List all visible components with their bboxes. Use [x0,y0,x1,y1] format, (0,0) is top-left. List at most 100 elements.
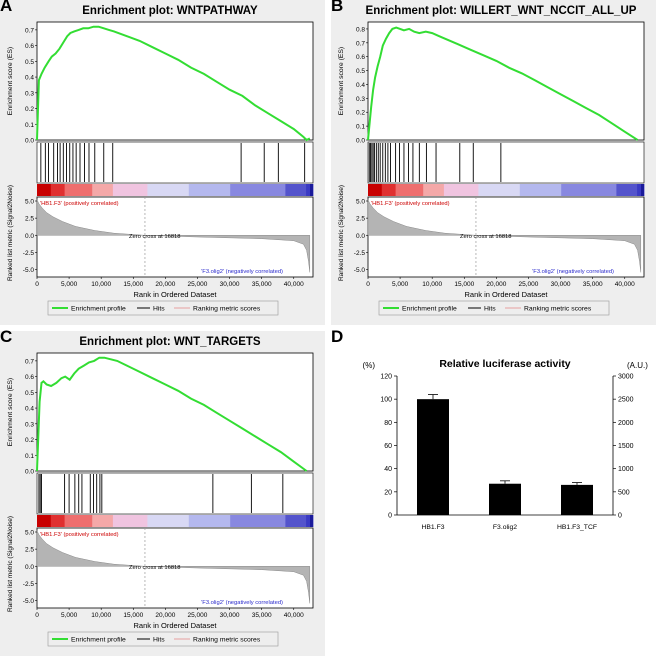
es-axis-label: Enrichment score (ES) [7,378,14,446]
x-axis-label: Rank in Ordered Dataset [134,621,218,630]
ranking-color-segment [223,184,231,196]
enrichment-profile-line [36,356,308,472]
ranking-color-segment [257,515,266,527]
rank-tick-label: 0.0 [25,564,34,571]
legend-hits-label: Hits [153,637,165,644]
bar [417,399,449,515]
x-tick-label: 35,000 [252,612,272,619]
x-tick-label: 5,000 [61,612,78,619]
es-tick-label: 0.7 [25,358,34,365]
es-tick-label: 0.7 [25,27,34,34]
ranking-color-segment [423,184,431,196]
ranking-color-segment [78,184,86,196]
ranking-color-segment [512,184,521,196]
rank-tick-label: -2.5 [23,581,35,588]
ranking-color-segment [499,184,507,196]
ranking-color-segment [147,184,155,196]
ranking-color-segment [161,515,169,527]
ranking-color-segment [306,184,314,196]
ranking-color-segment [209,184,217,196]
ranking-color-segment [119,515,128,527]
ranking-color-segment [437,184,445,196]
ranking-color-segment [71,515,79,527]
zero-cross-label: Zero cross at 16818 [129,565,181,571]
ranking-color-segment [154,184,162,196]
ranking-color-segment [519,184,528,196]
x-axis-label: Rank in Ordered Dataset [134,290,218,299]
ranking-color-segment [630,184,638,196]
chart-title: Enrichment plot: WILLERT_WNT_NCCIT_ALL_U… [366,5,637,17]
ranking-color-segment [492,184,500,196]
x-tick-label: 35,000 [252,281,272,288]
hits-strip [36,472,314,515]
ranking-color-segment [78,515,86,527]
rank-tick-label: 2.5 [356,216,365,223]
ranking-color-segment [278,515,286,527]
ranking-color-segment [561,184,569,196]
ranking-color-segment [540,184,548,196]
ranking-color-segment [50,184,59,196]
ranking-color-segment [92,184,100,196]
ranking-color-segment [64,184,72,196]
ranking-color-segment [457,184,465,196]
ranking-color-segment [57,184,65,196]
x-tick-label: 0 [366,281,370,288]
ranking-color-segment [547,184,555,196]
ranking-color-segment [257,184,266,196]
ranking-color-segment [581,184,590,196]
ranking-color-segment [285,184,293,196]
right-tick-label: 1500 [618,443,634,450]
x-tick-label: 0 [35,281,39,288]
negative-correlation-label: 'F3.olig2' (negatively correlated) [532,269,614,275]
rank-tick-label: -5.0 [23,598,35,605]
ranking-color-segment [416,184,424,196]
ranking-color-segment [99,515,107,527]
x-tick-label: 30,000 [220,281,240,288]
ranking-color-segment [588,184,597,196]
x-tick-label: 30,000 [220,612,240,619]
ranking-color-segment [195,515,203,527]
x-tick-label: 20,000 [155,612,175,619]
legend-ranking-label: Ranking metric scores [193,306,261,313]
legend-profile-label: Enrichment profile [71,306,126,313]
rank-tick-label: 5.0 [25,199,34,206]
x-tick-label: 40,000 [284,612,304,619]
left-tick-label: 0 [388,513,392,520]
category-label: F3.olig2 [493,524,517,531]
ranking-color-segment [278,184,286,196]
legend-ranking-label: Ranking metric scores [193,637,261,644]
es-tick-label: 0.7 [356,40,365,47]
ranking-color-segment [478,184,486,196]
category-label: HB1.F3_TCF [557,524,597,531]
ranking-color-segment [188,515,197,527]
ranking-color-segment [374,184,383,196]
ranking-color-segment [92,515,100,527]
es-tick-label: 0.3 [25,90,34,97]
rank-tick-label: 2.5 [25,547,34,554]
ranking-color-segment [85,184,93,196]
ranking-color-segment [50,515,59,527]
panel-letter-a: A [0,0,13,15]
luciferase-bar-chart: Relative luciferase activity (%) (A.U.) 0 20… [363,358,649,531]
ranking-color-segment [154,515,162,527]
ranking-color-segment [126,184,134,196]
ranking-color-segment [209,515,217,527]
ranking-color-segment [250,184,259,196]
rank-tick-label: -2.5 [23,250,35,257]
enrichment-profile-line [36,25,311,142]
ranking-color-segment [409,184,417,196]
ranking-color-end [310,515,313,527]
ranking-color-segment [188,184,197,196]
es-tick-label: 0.1 [25,122,34,129]
es-tick-label: 0.2 [25,437,34,444]
ranking-color-segment [175,515,183,527]
x-tick-label: 25,000 [188,281,208,288]
ranking-color-segment [368,184,376,196]
rank-tick-label: 0.0 [356,233,365,240]
ranking-color-segment [216,184,224,196]
es-plot-area [36,352,314,472]
ranking-color-segment [271,184,279,196]
x-tick-label: 35,000 [583,281,603,288]
es-tick-label: 0.6 [25,43,34,50]
ranking-color-segment [161,184,169,196]
